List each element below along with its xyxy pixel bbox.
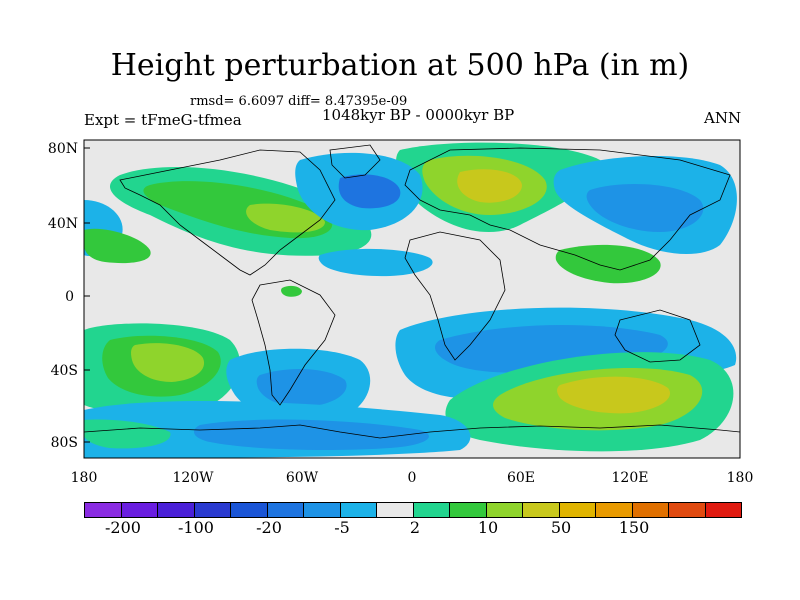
colorbar-label: -100 [178, 518, 214, 537]
coast-africa [404, 231, 506, 361]
lat-tick-label: 0 [65, 289, 74, 305]
anomaly-north-canada-core [338, 174, 401, 209]
lon-tick-label: 120W [172, 470, 214, 486]
colorbar-swatch [304, 503, 341, 517]
colorbar-swatch [158, 503, 195, 517]
colorbar-swatch [596, 503, 633, 517]
colorbar-swatch [523, 503, 560, 517]
colorbar-swatch [413, 503, 450, 517]
coast-australia [614, 309, 701, 363]
colorbar-label: -5 [334, 518, 350, 537]
latitude-axis: 80N 40N 0 40S 80S [48, 141, 90, 451]
season-label: ANN [704, 109, 742, 127]
anomaly-north-atlantic-max [246, 203, 325, 233]
anomaly-small-equatorial [281, 285, 302, 297]
colorbar-label: 50 [550, 518, 572, 537]
colorbar-swatch [194, 503, 231, 517]
coast-eurasia [404, 147, 731, 271]
colorbar-swatch [267, 503, 304, 517]
coast-antarctica [84, 424, 740, 439]
colorbar-swatch [450, 503, 487, 517]
anomaly-siberia-core [586, 184, 704, 232]
plot-title: Height perturbation at 500 hPa (in m) [110, 48, 690, 83]
lat-tick-label: 40S [51, 363, 78, 379]
lon-tick-label: 60E [507, 470, 535, 486]
lat-tick-label: 80S [51, 435, 78, 451]
colorbar-swatch [632, 503, 669, 517]
anomaly-west-pacific-positive [555, 244, 661, 284]
colorbar-swatch [705, 503, 741, 517]
experiment-label: Expt = tFmeG-tfmea [84, 111, 242, 129]
anomaly-southern-ocean-max [557, 376, 671, 414]
colorbar-label: -20 [256, 518, 282, 537]
anomaly-pacific-green [84, 228, 151, 264]
anomaly-south-atlantic-core [256, 368, 347, 408]
anomaly-europe-max [457, 169, 522, 203]
anomaly-antarctic-edge [84, 419, 171, 449]
map-field [84, 140, 740, 458]
anomaly-south-pacific-max [131, 343, 205, 382]
stats-text: rmsd= 6.6097 diff= 8.47395e-09 [190, 94, 408, 109]
colorbar-swatch [377, 503, 414, 517]
colorbar-swatch [559, 503, 596, 517]
lon-tick-label: 180 [727, 470, 754, 486]
colorbar-swatch [121, 503, 158, 517]
colorbar-label: 10 [477, 518, 499, 537]
coast-south-america [251, 279, 336, 406]
colorbar-label: 2 [409, 518, 421, 537]
anomaly-tropical-atlantic [318, 248, 433, 277]
map-frame [83, 139, 741, 459]
coast-greenland [329, 144, 381, 179]
colorbar-swatch [669, 503, 706, 517]
lon-tick-label: 60W [286, 470, 319, 486]
colorbar [84, 502, 742, 518]
lon-tick-label: 180 [71, 470, 98, 486]
anomaly-antarctic-core [194, 419, 429, 450]
longitude-axis: 180 120W 60W 0 60E 120E 180 [71, 470, 754, 486]
colorbar-swatch [340, 503, 377, 517]
lat-tick-label: 80N [48, 141, 78, 157]
colorbar-swatch [231, 503, 268, 517]
coastlines [84, 144, 740, 439]
lon-tick-label: 0 [408, 470, 417, 486]
colorbar-label: -200 [105, 518, 141, 537]
lat-tick-label: 40N [48, 216, 78, 232]
colorbar-swatch [85, 503, 122, 517]
lon-tick-label: 120E [612, 470, 649, 486]
colorbar-label: 150 [618, 518, 650, 537]
colorbar-swatch [486, 503, 523, 517]
period-label: 1048kyr BP - 0000kyr BP [322, 106, 515, 124]
coast-north-america [119, 149, 336, 276]
